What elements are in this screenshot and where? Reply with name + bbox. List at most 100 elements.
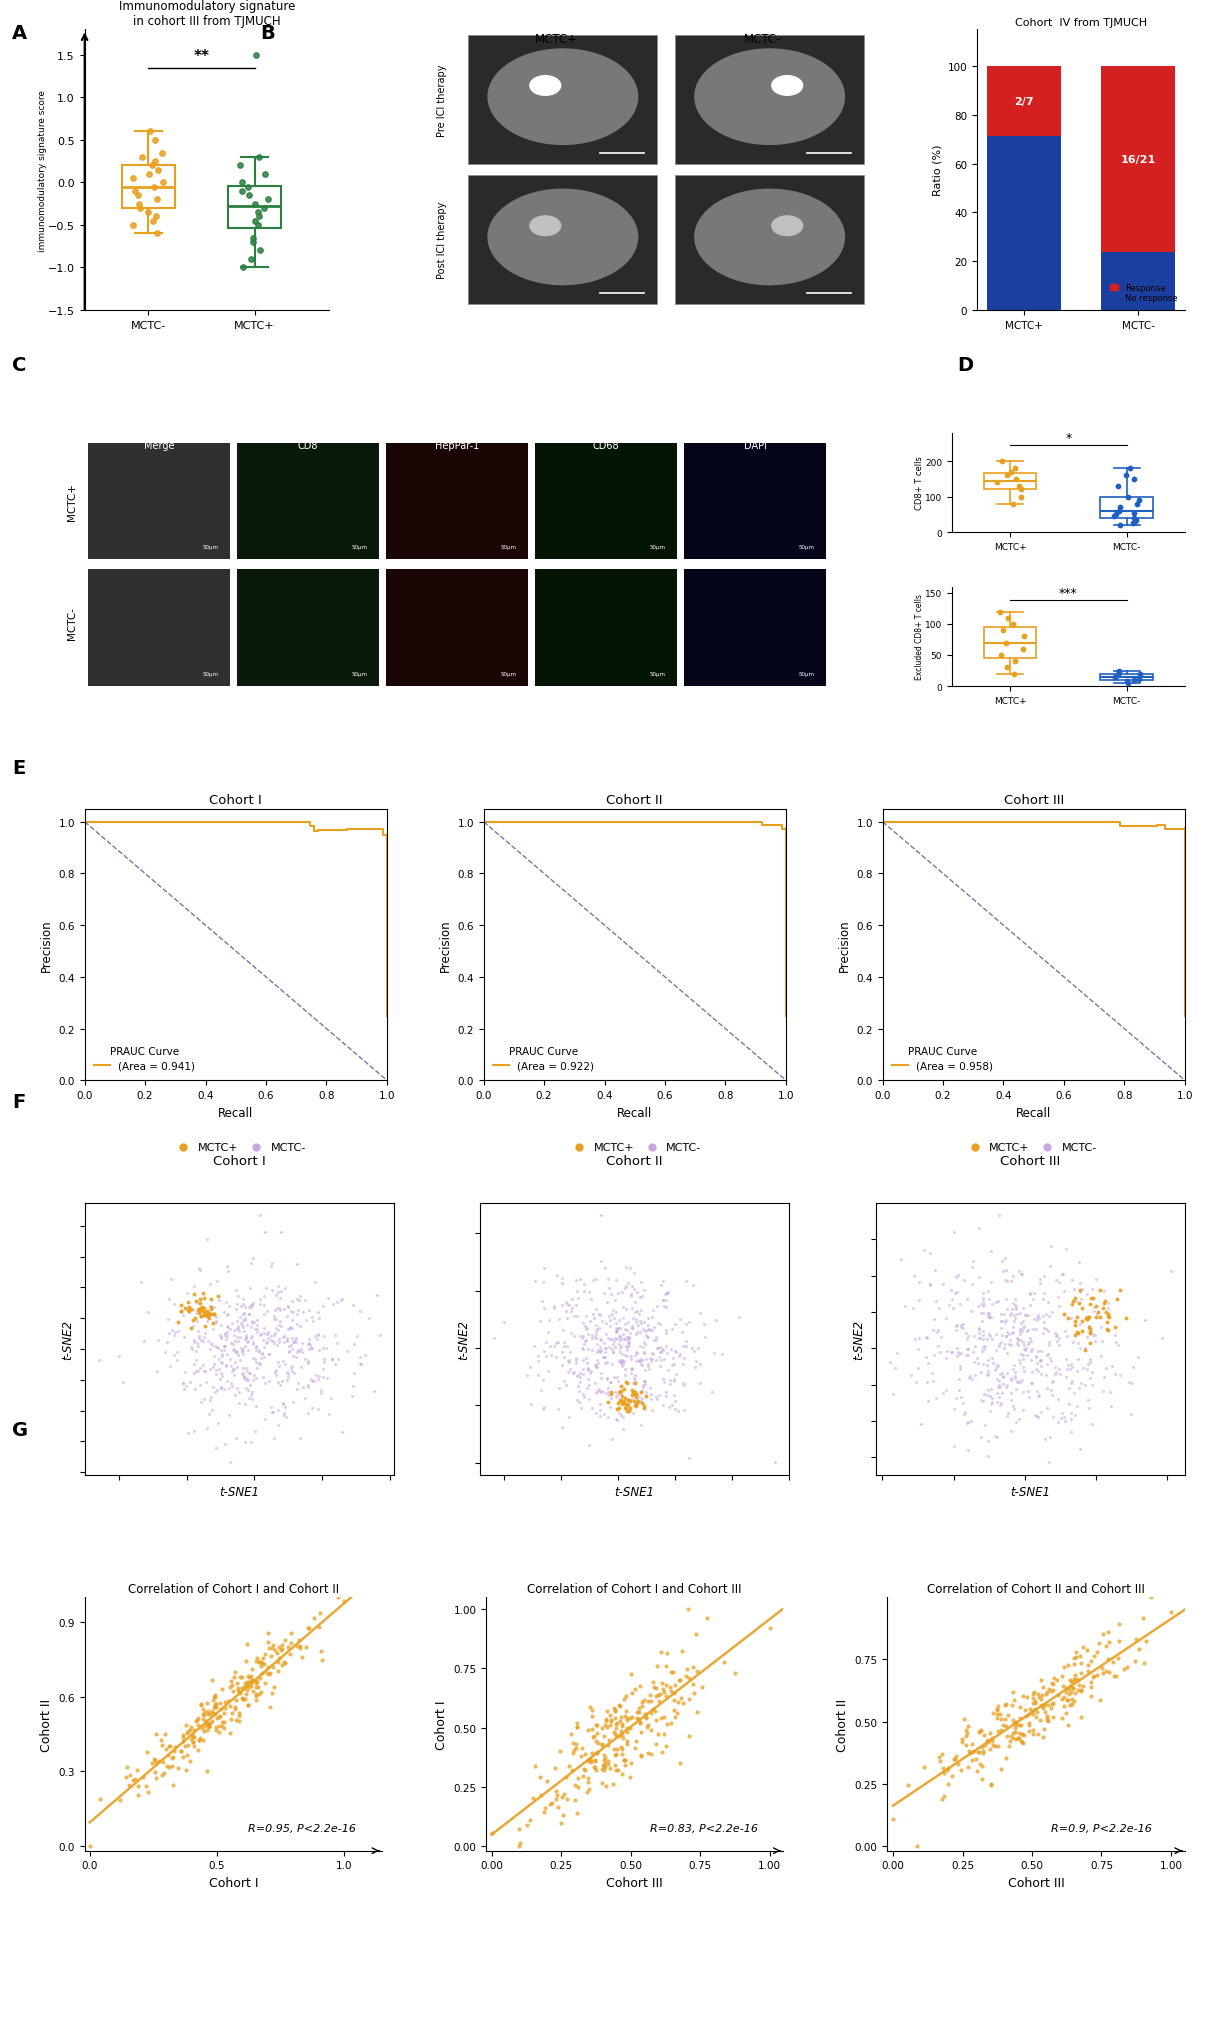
Point (997, 1370, 1017, 1402)
Point (1074, 1631, 1093, 1663)
Point (696, 1602, 716, 1635)
Point (647, 1321, 666, 1353)
Point (187, 1327, 207, 1359)
Point (1071, 1647, 1091, 1679)
Legend: (Area = 0.941): (Area = 0.941) (89, 1042, 199, 1076)
Point (944, 1744, 964, 1776)
Point (982, 1382, 1001, 1414)
Point (1041, 1675, 1060, 1707)
Point (1011, 1315, 1030, 1347)
Point (608, 1313, 627, 1345)
Point (583, 1713, 602, 1746)
Point (198, 1697, 218, 1730)
Point (602, 1376, 621, 1408)
Point (207, 1713, 226, 1746)
Point (1013, 633, 1032, 666)
Point (197, 1707, 216, 1740)
Point (559, 1345, 578, 1378)
Point (278, 1291, 297, 1323)
Point (1072, 1293, 1092, 1325)
Point (596, 1770, 615, 1802)
Point (180, 1291, 199, 1323)
Point (271, 1283, 290, 1315)
Circle shape (771, 216, 803, 237)
Point (956, 1720, 976, 1752)
Point (145, 125, 164, 158)
Point (264, 1327, 283, 1359)
Point (1030, 1705, 1049, 1738)
Point (566, 1768, 585, 1800)
Point (214, 1705, 233, 1738)
Point (154, 168, 173, 200)
Point (661, 1333, 681, 1366)
Point (247, 1665, 266, 1697)
Point (239, 1325, 259, 1357)
Point (949, 1364, 968, 1396)
Point (1025, 1685, 1045, 1718)
Point (325, 1349, 345, 1382)
Point (172, 1734, 191, 1766)
Point (293, 1297, 312, 1329)
Point (588, 1728, 607, 1760)
Point (664, 1677, 683, 1709)
Point (218, 1256, 237, 1289)
Point (1011, 1307, 1030, 1339)
Point (229, 1325, 248, 1357)
Point (208, 1701, 227, 1734)
Point (1020, 1279, 1040, 1311)
Point (631, 1386, 650, 1418)
Point (1003, 1675, 1023, 1707)
Point (259, 1626, 278, 1659)
Point (671, 1681, 690, 1713)
Point (219, 1291, 238, 1323)
Point (1037, 1675, 1057, 1707)
Point (596, 1331, 615, 1364)
Point (179, 1716, 198, 1748)
Point (586, 1378, 606, 1410)
Point (970, 1313, 989, 1345)
Point (193, 1325, 213, 1357)
Point (1030, 1681, 1049, 1713)
Point (1018, 1313, 1037, 1345)
Point (167, 1337, 186, 1370)
Point (636, 1376, 655, 1408)
Point (690, 1297, 710, 1329)
Point (549, 1327, 568, 1359)
Point (617, 1366, 636, 1398)
Point (209, 1285, 229, 1317)
Point (936, 1374, 955, 1406)
Point (1058, 1685, 1077, 1718)
Point (132, 142, 151, 174)
Point (282, 1313, 301, 1345)
Point (1071, 1701, 1091, 1734)
Point (670, 1665, 689, 1697)
Point (1080, 1313, 1099, 1345)
Point (276, 1647, 295, 1679)
Point (554, 1315, 573, 1347)
Point (1025, 1277, 1045, 1309)
Point (1107, 1283, 1127, 1315)
Point (1077, 1301, 1097, 1333)
Point (355, 1339, 375, 1372)
Point (287, 1323, 306, 1355)
Point (947, 1315, 966, 1347)
Point (254, 1311, 273, 1343)
Point (274, 1325, 294, 1357)
Point (643, 1667, 663, 1699)
Point (1028, 1718, 1047, 1750)
Point (1005, 1283, 1024, 1315)
Point (191, 1386, 210, 1418)
Legend: MCTC+, MCTC-: MCTC+, MCTC- (563, 1139, 706, 1157)
Point (293, 1372, 312, 1404)
Point (665, 1386, 684, 1418)
Point (539, 1305, 559, 1337)
Point (926, 1285, 945, 1317)
Point (725, 1657, 745, 1689)
Point (227, 1321, 247, 1353)
Point (268, 1270, 288, 1303)
Point (230, 1343, 249, 1376)
Point (614, 1683, 634, 1716)
Point (933, 1378, 953, 1410)
Point (1022, 1343, 1041, 1376)
Point (152, 1724, 172, 1756)
